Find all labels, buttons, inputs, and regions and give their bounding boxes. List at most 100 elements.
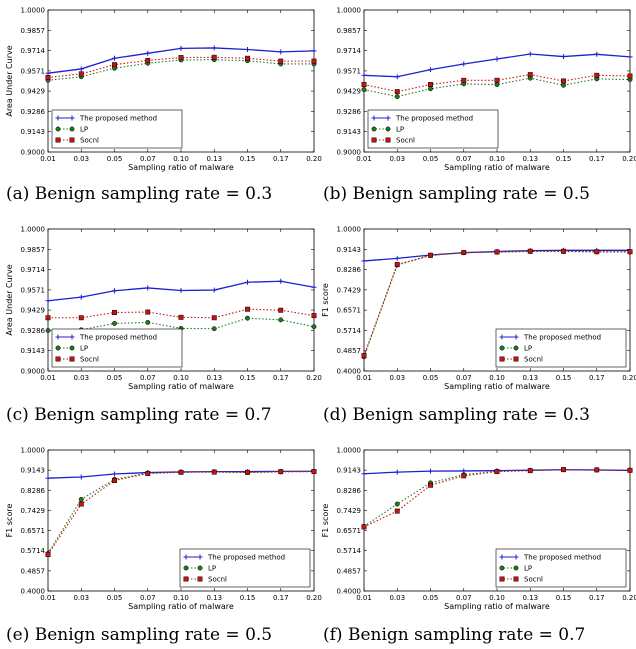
chart-1-ytick-label-6: 0.9857 (337, 27, 362, 35)
chart-2-legend: The proposed method LP Socnl (51, 328, 183, 368)
chart-1: 0.01 0.03 0.05 0.07 0.10 0.13 0.15 0.17 0.20 0.90… (323, 7, 636, 205)
chart-0-legend-marker-b-1 (69, 126, 75, 132)
chart-3: 0.01 0.03 0.05 0.07 0.10 0.13 0.15 0.17 0.20 0.40… (321, 226, 636, 426)
chart-5-series-1-line (363, 468, 631, 527)
chart-2-legend-label-1: LP (80, 345, 88, 353)
chart-3-xtick-label-0: 0.01 (356, 374, 372, 382)
chart-1-ytick-label-3: 0.9429 (337, 88, 362, 96)
chart-1-xtick-label-7: 0.17 (589, 155, 605, 163)
chart-4-xlabel: Sampling ratio of malware (128, 602, 234, 611)
chart-3-series-2-point-7 (594, 249, 600, 255)
chart-1-series-2-point-3 (461, 77, 467, 83)
chart-1-xtick-label-4: 0.10 (489, 155, 505, 163)
chart-1-series-2-point-4 (494, 77, 500, 83)
chart-5-series-1 (361, 467, 633, 529)
chart-0-xtick-label-3: 0.07 (140, 155, 156, 163)
chart-2-legend-label-0: The proposed method (79, 334, 157, 342)
chart-5-ytick-label-3: 0.6571 (337, 527, 362, 535)
chart-4-series-2-line (47, 470, 315, 555)
chart-2-series-1-point-6 (245, 315, 250, 321)
chart-3-series-2-point-8 (627, 249, 633, 255)
chart-1-legend-marker-b-2 (385, 137, 391, 143)
chart-0-xtick-label-2: 0.05 (107, 155, 123, 163)
chart-4-ytick-label-1: 0.4857 (21, 567, 46, 575)
chart-4-series-1-line (47, 471, 315, 554)
chart-5-series-1-point-1 (394, 501, 400, 507)
chart-1-series-2-point-1 (394, 89, 400, 95)
chart-5-series-2-point-5 (527, 468, 533, 474)
chart-5-legend-marker-b-1 (513, 565, 519, 571)
chart-3-series-2-point-3 (461, 250, 467, 255)
chart-2-series-1-point-3 (145, 319, 151, 325)
chart-3-legend-marker-b-1 (513, 345, 519, 351)
chart-4-series-2-point-2 (112, 478, 117, 484)
chart-3-legend-marker-a-2 (499, 356, 505, 362)
chart-5-ylabel: F1 score (321, 504, 330, 538)
chart-3-xtick-label-6: 0.15 (556, 374, 572, 382)
chart-4-xtick-label-3: 0.07 (140, 594, 156, 602)
chart-0: 0.01 0.03 0.05 0.07 0.10 0.13 0.15 0.17 0.20 0.90… (5, 7, 322, 205)
chart-1-xtick-label-6: 0.15 (556, 155, 572, 163)
chart-3-xtick-label-7: 0.17 (589, 374, 605, 382)
chart-1-series-2-point-5 (527, 72, 533, 78)
chart-1-xtick-label-3: 0.07 (456, 155, 472, 163)
chart-4-ylabel: F1 score (5, 504, 14, 538)
chart-5-series-2-point-3 (461, 473, 467, 479)
chart-1-series-2 (361, 72, 633, 95)
chart-0-series-2-point-4 (178, 55, 184, 61)
chart-4-series-2-point-4 (178, 469, 184, 475)
chart-3-legend-label-0: The proposed method (523, 334, 601, 342)
chart-0-legend-marker-a-1 (55, 126, 61, 132)
chart-1-series-0 (361, 51, 633, 80)
chart-0-series-2-point-2 (112, 62, 117, 68)
chart-3-legend: The proposed method LP Socnl (495, 328, 627, 368)
chart-0-ytick-label-1: 0.9143 (21, 128, 46, 136)
chart-0-series-2-point-0 (45, 75, 51, 80)
chart-5-xtick-label-3: 0.07 (456, 594, 472, 602)
chart-3-series-2-point-5 (527, 248, 533, 254)
chart-2-xtick-label-7: 0.17 (273, 374, 289, 382)
chart-2-series-2 (45, 306, 317, 321)
chart-5-xtick-label-1: 0.03 (389, 594, 405, 602)
chart-1-legend-marker-a-2 (371, 137, 377, 143)
chart-4-xtick-label-1: 0.03 (73, 594, 89, 602)
chart-2-legend-marker-a-1 (55, 345, 61, 351)
chart-2-series-1-point-0 (45, 328, 51, 333)
chart-5-legend-marker-b-2 (513, 576, 519, 582)
chart-2-ytick-label-4: 0.9571 (21, 286, 46, 294)
chart-4-ytick-label-5: 0.8286 (21, 487, 46, 495)
chart-5-xtick-label-2: 0.05 (423, 594, 439, 602)
chart-4-legend-marker-b-1 (197, 565, 203, 571)
chart-4-series-2-point-7 (278, 469, 284, 475)
chart-1-legend: The proposed method LP Socnl (367, 109, 499, 149)
chart-4-ytick-label-6: 0.9143 (21, 467, 46, 475)
chart-1-ytick-label-7: 1.0000 (337, 7, 362, 15)
chart-4-xtick-label-7: 0.17 (273, 594, 289, 602)
chart-5-legend: The proposed method LP Socnl (495, 548, 627, 588)
chart-4-legend-label-1: LP (208, 565, 216, 573)
chart-4: 0.01 0.03 0.05 0.07 0.10 0.13 0.15 0.17 0.20 0.40… (5, 447, 322, 646)
chart-0-legend-label-0: The proposed method (79, 115, 157, 123)
chart-0-xtick-label-4: 0.10 (173, 155, 189, 163)
chart-5-ytick-label-1: 0.4857 (337, 567, 362, 575)
chart-0-legend-marker-a-2 (55, 137, 61, 143)
chart-2-ytick-label-5: 0.9714 (21, 266, 46, 274)
chart-2-legend-marker-b-2 (69, 356, 75, 362)
chart-0-legend-label-2: Socnl (80, 137, 99, 145)
chart-4-legend-label-2: Socnl (208, 576, 227, 584)
chart-3-xtick-label-3: 0.07 (456, 374, 472, 382)
chart-5-legend-label-2: Socnl (524, 576, 543, 584)
chart-3-caption: (d) Benign sampling rate = 0.3 (323, 405, 590, 425)
chart-3-xtick-label-4: 0.10 (489, 374, 505, 382)
chart-0-ylabel: Area Under Curve (5, 45, 14, 116)
chart-0-ytick-label-7: 1.0000 (21, 7, 46, 15)
chart-5-ytick-label-6: 0.9143 (337, 467, 362, 475)
chart-3-ytick-label-5: 0.8286 (337, 266, 362, 274)
chart-1-xtick-label-8: 0.20 (622, 155, 636, 163)
chart-1-ytick-label-2: 0.9286 (337, 108, 362, 116)
chart-4-series-2-point-6 (245, 469, 250, 475)
chart-2-xtick-label-2: 0.05 (107, 374, 123, 382)
chart-3-xlabel: Sampling ratio of malware (444, 382, 550, 391)
chart-4-ytick-label-3: 0.6571 (21, 527, 46, 535)
